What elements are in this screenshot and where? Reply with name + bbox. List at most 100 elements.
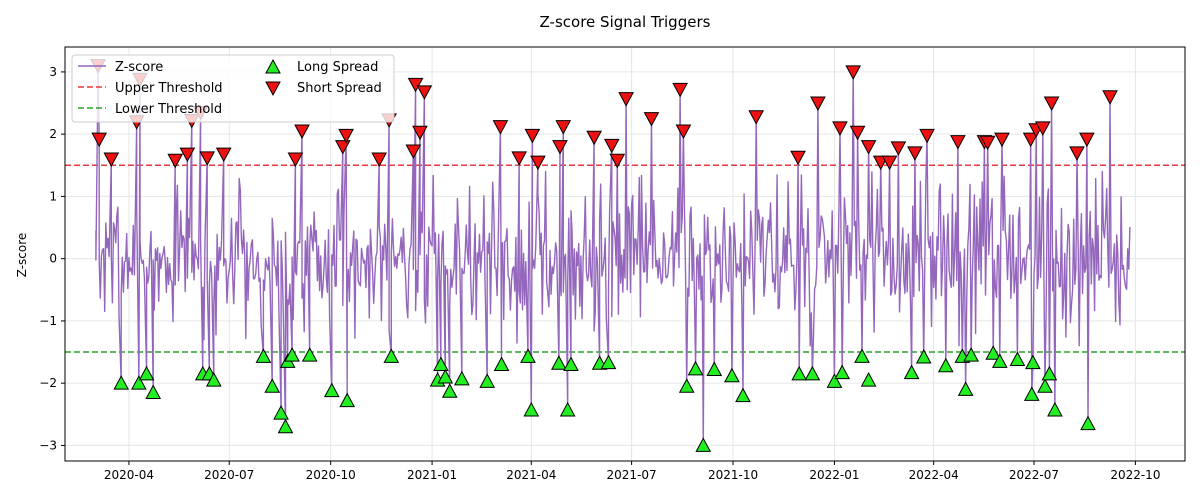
short-spread-marker [371, 152, 388, 168]
long-spread-marker [600, 354, 617, 370]
short-spread-marker [294, 124, 310, 140]
y-tick-label: 3 [49, 65, 57, 79]
long-spread-marker [937, 357, 954, 373]
short-spread-marker [810, 96, 826, 112]
long-spread-marker [860, 372, 877, 387]
short-spread-marker [603, 138, 620, 154]
long-spread-marker [551, 355, 567, 370]
short-spread-marker [407, 77, 424, 93]
short-spread-marker [586, 130, 602, 146]
short-spread-marker [950, 135, 966, 150]
long-spread-marker [1037, 378, 1053, 393]
short-spread-marker [1022, 132, 1039, 148]
long-spread-marker [113, 375, 130, 390]
legend-zscore-label: Z-score [115, 60, 163, 75]
short-spread-marker [1079, 132, 1095, 148]
short-spread-marker [511, 151, 528, 166]
short-spread-marker [609, 153, 626, 169]
x-tick-label: 2022-01 [809, 468, 859, 482]
long-spread-marker [903, 364, 920, 380]
short-spread-marker [849, 125, 866, 141]
short-spread-marker [907, 146, 923, 161]
short-spread-marker [492, 120, 509, 135]
short-spread-marker [334, 140, 351, 155]
y-tick-label: −3 [39, 438, 57, 452]
long-spread-marker [963, 347, 979, 362]
short-spread-marker [919, 128, 935, 144]
chart-title: Z-score Signal Triggers [540, 13, 711, 31]
short-spread-marker [524, 128, 541, 144]
long-spread-marker [323, 382, 340, 398]
short-spread-marker [1069, 146, 1085, 161]
long-spread-marker [433, 356, 449, 372]
long-spread-marker [301, 347, 318, 362]
y-tick-label: −2 [39, 376, 57, 390]
short-spread-marker [103, 152, 120, 168]
long-spread-marker [277, 418, 294, 434]
x-tick-label: 2021-07 [607, 468, 657, 482]
long-spread-marker [437, 368, 454, 384]
long-spread-marker [284, 347, 300, 362]
long-spread-marker [383, 348, 400, 363]
short-spread-marker [1102, 90, 1118, 105]
short-spread-marker [860, 140, 877, 155]
x-tick-label: 2020-10 [306, 468, 356, 482]
short-spread-marker [338, 128, 354, 144]
x-tick-label: 2020-07 [204, 468, 254, 482]
short-spread-marker [881, 155, 898, 171]
short-spread-marker [287, 152, 304, 168]
long-spread-marker [985, 345, 1002, 360]
long-spread-marker [205, 372, 222, 387]
short-spread-marker [412, 125, 428, 141]
short-spread-marker [832, 121, 848, 136]
long-spread-marker [131, 375, 147, 390]
y-tick-label: 1 [49, 189, 57, 203]
axis-ticks: 2020-04 2020-07 2020-10 2021-01 2021-04 2021-… [39, 65, 1160, 482]
long-spread-marker [724, 367, 740, 383]
long-spread-marker [563, 356, 579, 372]
long-spread-marker [145, 384, 162, 400]
legend-lower-label: Lower Threshold [115, 102, 222, 117]
y-tick-label: 2 [49, 127, 57, 141]
short-spread-marker [643, 112, 660, 127]
long-spread-marker [834, 364, 851, 380]
long-spread-marker [695, 437, 712, 452]
long-spread-marker [138, 365, 155, 381]
x-tick-label: 2022-07 [1009, 468, 1059, 482]
short-spread-marker [1034, 121, 1051, 136]
short-spread-marker [845, 65, 862, 80]
short-spread-marker [530, 155, 546, 171]
y-axis-label: Z-score [15, 233, 29, 278]
long-spread-marker [735, 387, 751, 403]
long-spread-marker [804, 365, 821, 381]
long-spread-marker [791, 365, 808, 381]
x-tick-label: 2021-01 [407, 468, 457, 482]
legend: Z-score Upper Threshold Lower Threshold … [71, 54, 395, 123]
long-spread-marker [1025, 354, 1041, 370]
long-spread-marker [957, 381, 974, 396]
long-spread-marker [687, 360, 704, 376]
short-spread-marker [672, 82, 688, 98]
short-spread-marker [675, 124, 692, 140]
short-spread-marker [179, 147, 196, 163]
short-spread-marker [91, 132, 108, 148]
legend-short-swatch [265, 81, 281, 97]
x-tick-label: 2022-04 [909, 468, 959, 482]
short-spread-marker [790, 150, 806, 166]
long-spread-marker [339, 392, 356, 408]
short-spread-marker [555, 120, 572, 135]
y-tick-label: −1 [39, 314, 57, 328]
long-spread-marker [915, 348, 932, 364]
long-spread-marker [1080, 415, 1096, 431]
long-spread-marker [479, 373, 496, 388]
legend-upper-label: Upper Threshold [115, 81, 223, 96]
long-spread-marker [1041, 365, 1058, 381]
short-spread-marker [416, 85, 433, 100]
short-spread-marker [748, 110, 765, 125]
long-spread-marker [1047, 401, 1063, 417]
long-spread-marker [1009, 351, 1026, 367]
legend-box [71, 54, 395, 123]
plot-frame [64, 46, 1186, 462]
legend-long-label: Long Spread [297, 60, 378, 75]
